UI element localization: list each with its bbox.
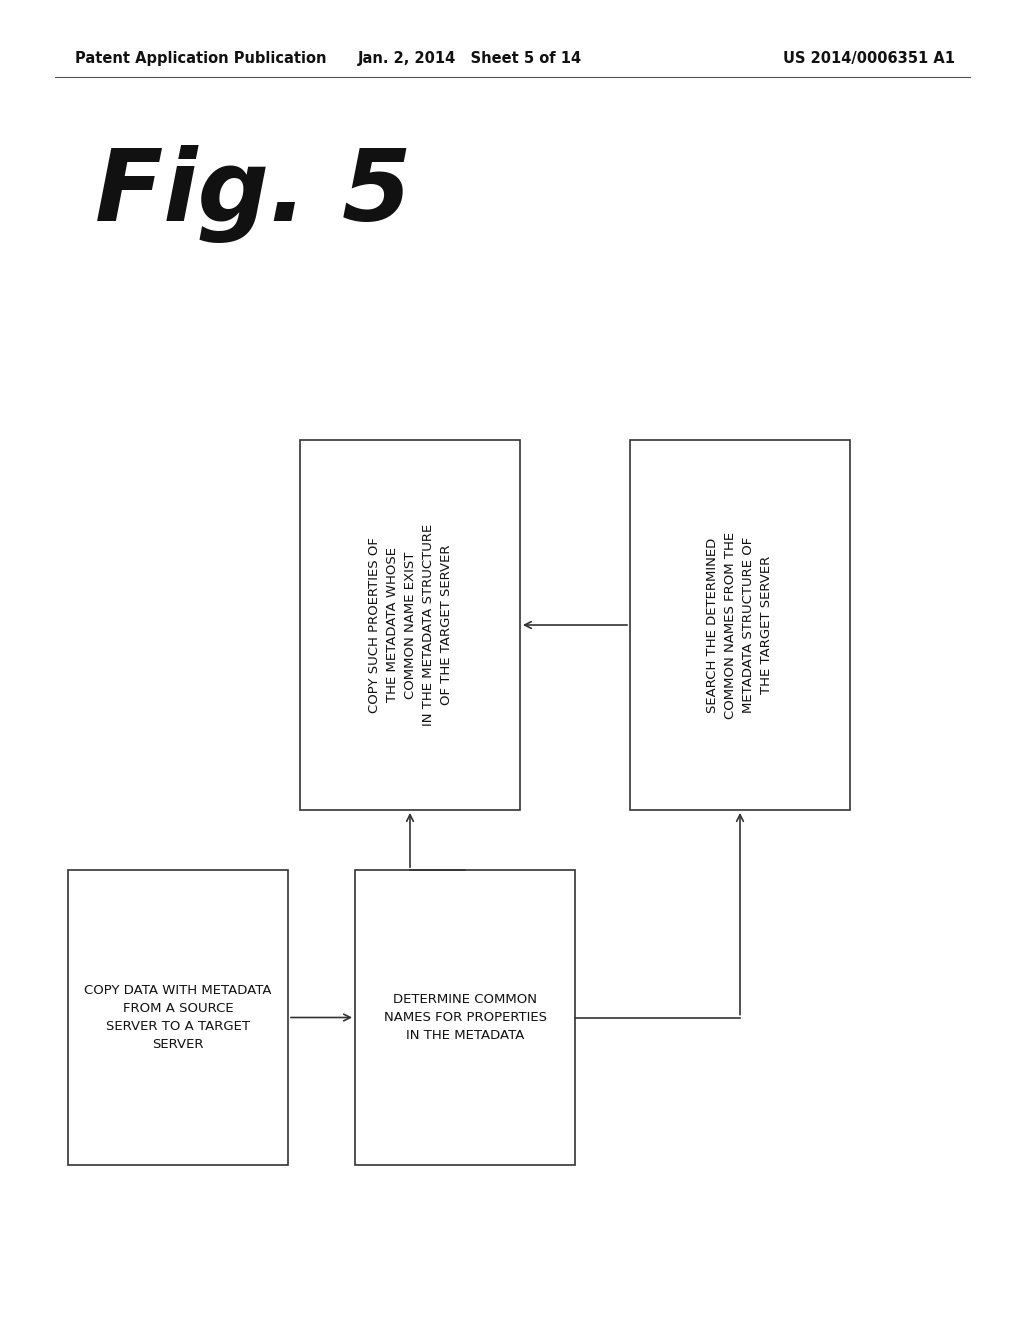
Text: SEARCH THE DETERMINED
COMMON NAMES FROM THE
METADATA STRUCTURE OF
THE TARGET SER: SEARCH THE DETERMINED COMMON NAMES FROM … [707, 532, 773, 718]
Bar [68, 870, 288, 1166]
Bar [355, 870, 575, 1166]
Text: Fig. 5: Fig. 5 [95, 145, 412, 243]
Bar [300, 440, 520, 810]
Text: COPY SUCH PROERTIES OF
THE METADATA WHOSE
COMMON NAME EXIST
IN THE METADATA STRU: COPY SUCH PROERTIES OF THE METADATA WHOS… [368, 524, 453, 726]
Text: COPY DATA WITH METADATA
FROM A SOURCE
SERVER TO A TARGET
SERVER: COPY DATA WITH METADATA FROM A SOURCE SE… [84, 983, 271, 1051]
Text: Patent Application Publication: Patent Application Publication [75, 50, 327, 66]
Text: US 2014/0006351 A1: US 2014/0006351 A1 [783, 50, 955, 66]
Text: DETERMINE COMMON
NAMES FOR PROPERTIES
IN THE METADATA: DETERMINE COMMON NAMES FOR PROPERTIES IN… [384, 993, 547, 1041]
Text: Jan. 2, 2014   Sheet 5 of 14: Jan. 2, 2014 Sheet 5 of 14 [358, 50, 582, 66]
Bar [630, 440, 850, 810]
